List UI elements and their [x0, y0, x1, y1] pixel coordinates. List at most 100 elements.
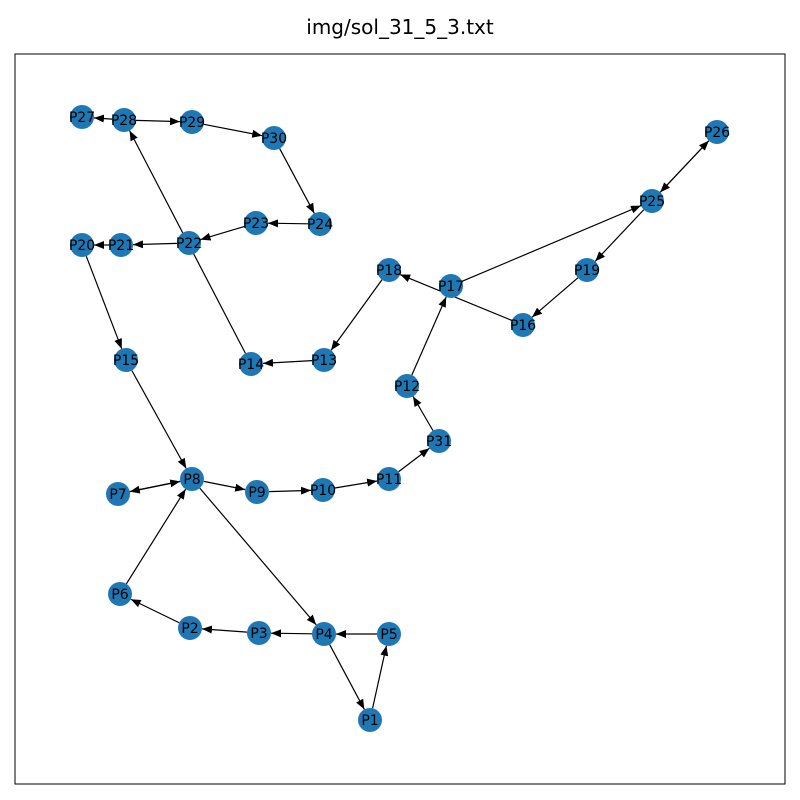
- node-circle: [244, 211, 268, 235]
- node-circle: [247, 621, 271, 645]
- node-label: P17: [438, 279, 464, 295]
- node-p10: P10: [310, 478, 336, 502]
- node-p17: P17: [438, 274, 464, 298]
- node-label: P16: [510, 318, 536, 334]
- edge-p31-p12: [412, 396, 434, 431]
- edge-p3-p2: [201, 625, 248, 634]
- node-circle: [705, 120, 729, 144]
- node-label: P23: [243, 216, 269, 232]
- node-label: P1: [361, 713, 378, 729]
- node-label: P27: [69, 110, 95, 126]
- edge-p2-p6: [130, 598, 180, 624]
- node-label: P7: [109, 487, 126, 503]
- node-p9: P9: [245, 480, 269, 504]
- node-label: P2: [181, 621, 198, 637]
- node-p13: P13: [311, 348, 337, 372]
- edge-p28-p29: [135, 117, 181, 126]
- node-p24: P24: [307, 212, 333, 236]
- node-circle: [180, 467, 204, 491]
- node-label: P3: [250, 626, 267, 642]
- edge-p26-p25: [659, 140, 710, 193]
- node-p31: P31: [426, 429, 452, 453]
- edge-p11-p31: [398, 447, 430, 473]
- node-circle: [427, 429, 451, 453]
- node-circle: [108, 582, 132, 606]
- edge-p22-p21: [132, 240, 178, 249]
- node-circle: [112, 108, 136, 132]
- edge-p6-p8: [125, 488, 187, 585]
- node-p11: P11: [376, 467, 402, 491]
- edge-p19-p16: [531, 277, 579, 318]
- edge-p1-p5: [372, 645, 389, 709]
- node-circle: [377, 467, 401, 491]
- node-label: P11: [376, 472, 402, 488]
- node-label: P31: [426, 434, 452, 450]
- edge-p17-p25: [461, 205, 642, 282]
- node-circle: [262, 126, 286, 150]
- node-p14: P14: [238, 352, 264, 376]
- edge-p7-p8: [129, 479, 181, 493]
- node-label: P19: [574, 263, 600, 279]
- node-p29: P29: [179, 110, 205, 134]
- node-p22: P22: [176, 231, 202, 255]
- edge-p18-p13: [330, 279, 383, 351]
- node-label: P18: [376, 263, 402, 279]
- node-circle: [358, 708, 382, 732]
- node-label: P13: [311, 353, 337, 369]
- edge-p15-p8: [131, 370, 187, 469]
- node-label: P4: [315, 627, 332, 643]
- node-label: P21: [108, 238, 134, 254]
- node-label: P5: [380, 627, 397, 643]
- node-label: P22: [176, 236, 202, 252]
- node-circle: [312, 622, 336, 646]
- edge-p8-p4: [199, 487, 317, 626]
- nodes-layer: P1 P2 P3 P4 P5 P6 P7 P8 P9 P10 P11 P12 P13 P14 P15 P16 P…: [69, 105, 730, 732]
- edge-p13-p14: [262, 358, 313, 367]
- node-p1: P1: [358, 708, 382, 732]
- edge-p10-p11: [334, 478, 378, 489]
- node-circle: [114, 348, 138, 372]
- edge-p25-p19: [594, 209, 645, 262]
- node-label: P29: [179, 115, 205, 131]
- node-label: P8: [183, 472, 200, 488]
- node-circle: [439, 274, 463, 298]
- node-p28: P28: [111, 108, 137, 132]
- node-p8: P8: [180, 467, 204, 491]
- edge-p12-p17: [411, 296, 447, 376]
- node-label: P30: [261, 131, 287, 147]
- edge-p30-p24: [279, 148, 315, 214]
- node-label: P26: [704, 125, 730, 141]
- node-p2: P2: [178, 616, 202, 640]
- edge-p16-p18: [399, 274, 513, 321]
- edge-p8-p9: [203, 480, 246, 492]
- node-p4: P4: [312, 622, 336, 646]
- node-p7: P7: [106, 482, 130, 506]
- node-circle: [312, 348, 336, 372]
- edge-p28-p27: [93, 114, 113, 123]
- node-circle: [178, 616, 202, 640]
- node-circle: [640, 189, 664, 213]
- node-circle: [106, 482, 130, 506]
- node-label: P10: [310, 483, 336, 499]
- node-circle: [511, 313, 535, 337]
- node-circle: [245, 480, 269, 504]
- figure-title: img/sol_31_5_3.txt: [306, 15, 494, 39]
- plot-frame: [14, 53, 786, 785]
- node-p5: P5: [377, 622, 401, 646]
- node-p20: P20: [69, 233, 95, 257]
- node-circle: [308, 212, 332, 236]
- node-p18: P18: [376, 258, 402, 282]
- node-label: P12: [394, 379, 420, 395]
- edge-p4-p1: [329, 644, 365, 710]
- node-label: P20: [69, 238, 95, 254]
- node-label: P28: [111, 113, 137, 129]
- node-circle: [575, 258, 599, 282]
- node-p26: P26: [704, 120, 730, 144]
- node-circle: [239, 352, 263, 376]
- node-p25: P25: [639, 189, 665, 213]
- node-p12: P12: [394, 374, 420, 398]
- node-p15: P15: [113, 348, 139, 372]
- edge-p4-p3: [270, 629, 313, 638]
- node-label: P14: [238, 357, 264, 373]
